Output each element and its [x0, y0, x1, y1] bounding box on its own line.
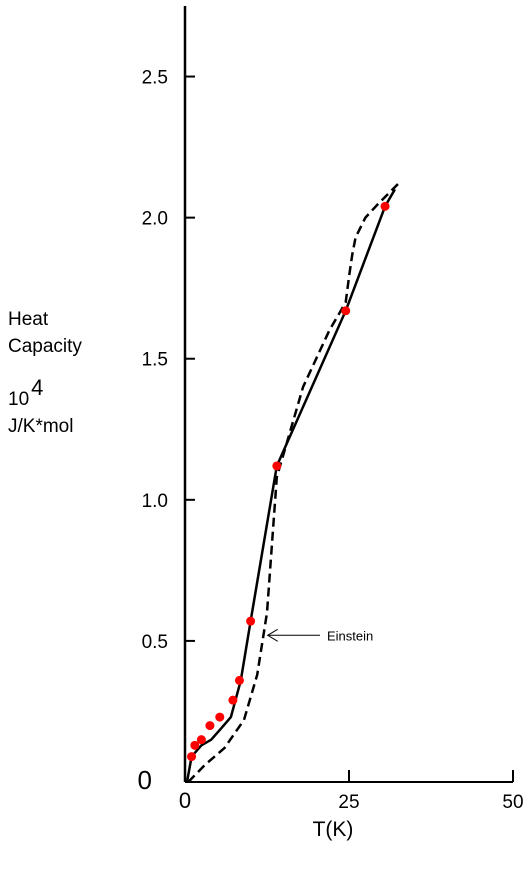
data-point-marker	[228, 695, 238, 705]
einstein-dashed-line	[187, 182, 400, 783]
x-ticks: 0 25 50	[179, 770, 524, 813]
y-axis-label: Heat	[8, 309, 49, 330]
annotation-arrow-head	[266, 628, 278, 642]
y-axis-label: J/K*mol	[8, 416, 74, 437]
y-axis-label-exponent: 4	[31, 375, 44, 400]
y-ticks: 0 0.5 1.0 1.5 2.0 2.5	[138, 68, 195, 795]
y-tick-label: 0.5	[142, 632, 168, 653]
y-tick-label: 1.5	[142, 350, 168, 371]
data-point-marker	[246, 616, 256, 626]
annotation-label: Einstein	[327, 628, 373, 643]
x-tick-label: 0	[179, 788, 191, 813]
data-point-marker	[196, 735, 206, 745]
y-axis-label: 104	[8, 377, 43, 410]
y-tick-label: 2.0	[142, 209, 168, 230]
y-axis-label-base: 10	[8, 389, 30, 410]
y-tick-label: 0	[138, 765, 152, 795]
data-point-marker	[187, 752, 197, 762]
marker-layer	[187, 201, 390, 762]
data-point-marker	[190, 740, 200, 750]
y-axis-label: Capacity	[8, 336, 82, 357]
measured-solid-line	[185, 188, 396, 783]
series-layer	[185, 182, 400, 783]
annotation-layer: Einstein	[266, 628, 373, 643]
data-point-marker	[234, 675, 244, 685]
data-point-marker	[272, 461, 282, 471]
x-tick-label: 25	[338, 792, 359, 813]
data-point-marker	[205, 721, 215, 731]
data-point-marker	[380, 201, 390, 211]
x-tick-label: 50	[502, 792, 523, 813]
y-tick-label: 1.0	[142, 491, 168, 512]
y-tick-label: 2.5	[142, 68, 168, 89]
x-axis-label: T(K)	[313, 818, 354, 841]
data-point-marker	[215, 712, 225, 722]
data-point-marker	[341, 306, 351, 316]
